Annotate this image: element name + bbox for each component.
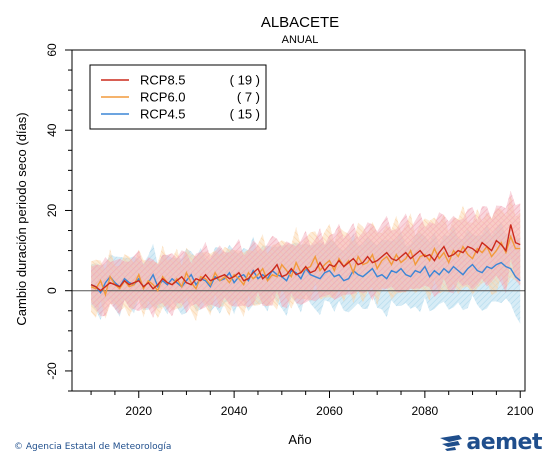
x-tick-label: 2020: [125, 404, 152, 418]
legend-label-rcp6.0: RCP6.0: [140, 90, 186, 105]
aemet-logo: aemet: [439, 430, 542, 455]
x-axis-label: Año: [288, 432, 311, 447]
x-tick-label: 2100: [507, 404, 534, 418]
footer-credit: © Agencia Estatal de Meteorología: [14, 442, 171, 452]
legend: RCP8.5 ( 19 ) RCP6.0 ( 7 ) RCP4.5 ( 15 ): [89, 64, 267, 130]
x-tick-label: 2080: [412, 404, 439, 418]
y-tick-label: -20: [45, 362, 59, 380]
y-tick-label: 20: [45, 203, 59, 217]
x-tick-label: 2040: [221, 404, 248, 418]
legend-count-rcp6.0: ( 7 ): [237, 90, 260, 105]
x-tick-label: 2060: [316, 404, 343, 418]
aemet-logo-text: aemet: [466, 430, 542, 455]
aemet-logo-icon: [440, 434, 463, 451]
plot-frame: [71, 49, 526, 392]
y-tick-label: 60: [45, 43, 59, 57]
credit-text: © Agencia Estatal de Meteorología: [14, 442, 172, 452]
chart-subtitle: ANUAL: [282, 34, 319, 46]
legend-count-rcp4.5: ( 15 ): [230, 107, 260, 122]
y-tick-label: 0: [45, 287, 59, 294]
legend-count-rcp8.5: ( 19 ): [230, 73, 260, 88]
y-axis-label: Cambio duración periodo seco (días): [14, 112, 29, 325]
chart-title: ALBACETE: [261, 14, 339, 31]
series-line-rcp8.5: [90, 224, 521, 292]
legend-label-rcp4.5: RCP4.5: [140, 107, 186, 122]
series-lines: [90, 224, 521, 298]
y-tick-label: 40: [45, 123, 59, 137]
band-hatch-rcp8.5: [91, 190, 521, 318]
series-line-rcp6.0: [90, 234, 521, 298]
x-axis: 2020 2040 2060 2080 2100: [90, 391, 534, 418]
y-axis: -20 0 20 40 60: [45, 43, 72, 392]
uncertainty-bands: [91, 190, 521, 324]
legend-label-rcp8.5: RCP8.5: [140, 73, 186, 88]
